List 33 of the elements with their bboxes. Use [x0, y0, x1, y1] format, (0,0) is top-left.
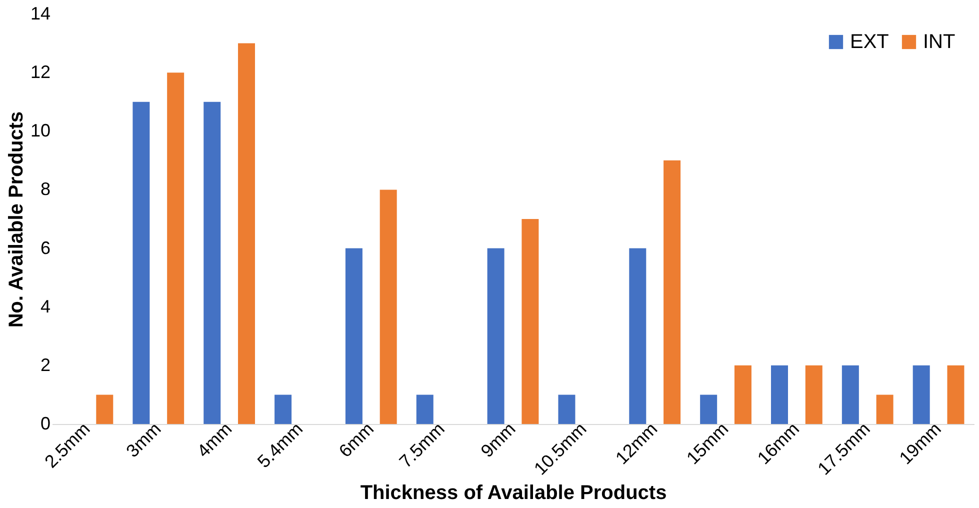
bar	[167, 72, 184, 424]
bar	[96, 394, 114, 424]
bar	[416, 394, 434, 424]
legend-label: EXT	[850, 31, 889, 53]
bar	[204, 102, 221, 424]
legend-label: INT	[923, 31, 956, 53]
bar	[700, 394, 718, 424]
bar	[734, 365, 752, 424]
bar	[238, 43, 255, 424]
bar	[842, 365, 859, 424]
bar	[629, 248, 646, 424]
bar	[132, 102, 150, 424]
x-axis-title: Thickness of Available Products	[360, 482, 667, 504]
y-axis-title: No. Available Products	[5, 111, 28, 328]
y-tick-label: 6	[40, 238, 50, 258]
bar	[912, 365, 930, 424]
bar	[487, 248, 504, 424]
bar	[805, 365, 822, 424]
y-tick-label: 12	[30, 62, 50, 82]
bar	[771, 365, 788, 424]
bar	[947, 365, 964, 424]
bar	[522, 219, 539, 424]
y-tick-label: 4	[40, 296, 50, 316]
y-tick-label: 8	[40, 179, 50, 200]
y-tick-label: 2	[40, 354, 50, 375]
y-tick-label: 10	[30, 120, 50, 141]
bar	[274, 394, 292, 424]
bar	[345, 248, 362, 424]
bar	[876, 394, 894, 424]
bar	[380, 190, 397, 424]
bar	[558, 394, 576, 424]
bar	[664, 160, 681, 424]
y-tick-label: 14	[30, 4, 50, 24]
